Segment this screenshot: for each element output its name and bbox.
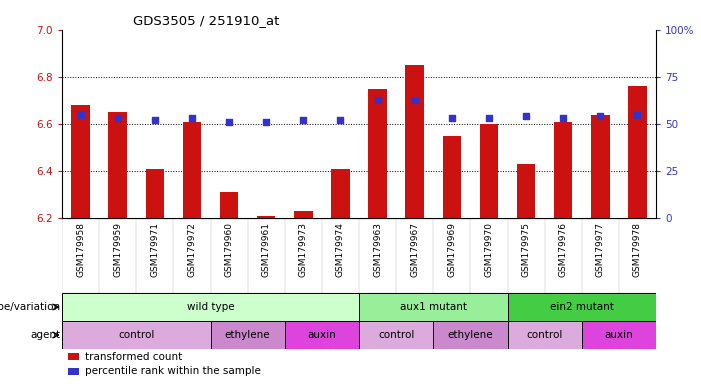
- Text: control: control: [118, 330, 154, 340]
- Bar: [405, 65, 424, 218]
- Text: GSM179963: GSM179963: [373, 222, 382, 277]
- Point: [112, 115, 123, 121]
- Bar: [62, 293, 359, 321]
- Bar: [285, 321, 359, 349]
- Point: [298, 117, 309, 123]
- Text: control: control: [378, 330, 414, 340]
- Text: GSM179969: GSM179969: [447, 222, 456, 277]
- Bar: [628, 86, 647, 218]
- Text: agent: agent: [30, 330, 60, 340]
- Text: percentile rank within the sample: percentile rank within the sample: [85, 366, 261, 376]
- Text: ethylene: ethylene: [447, 330, 494, 340]
- Bar: [146, 169, 164, 218]
- Text: GSM179977: GSM179977: [596, 222, 605, 277]
- Bar: [294, 211, 313, 218]
- Point: [557, 115, 569, 121]
- Bar: [591, 114, 610, 218]
- Point: [409, 96, 421, 103]
- Bar: [554, 122, 573, 218]
- Point: [632, 111, 643, 118]
- Text: aux1 mutant: aux1 mutant: [400, 302, 467, 312]
- Point: [224, 119, 235, 125]
- Bar: [433, 321, 508, 349]
- Text: auxin: auxin: [604, 330, 633, 340]
- Text: GSM179971: GSM179971: [150, 222, 159, 277]
- Bar: [68, 353, 79, 360]
- Text: ein2 mutant: ein2 mutant: [550, 302, 613, 312]
- Bar: [62, 321, 210, 349]
- Text: control: control: [526, 330, 563, 340]
- Bar: [508, 293, 656, 321]
- Text: GSM179970: GSM179970: [484, 222, 494, 277]
- Text: GSM179978: GSM179978: [633, 222, 642, 277]
- Text: GSM179974: GSM179974: [336, 222, 345, 276]
- Text: GDS3505 / 251910_at: GDS3505 / 251910_at: [133, 15, 280, 27]
- Text: GSM179975: GSM179975: [522, 222, 531, 277]
- Point: [335, 117, 346, 123]
- Point: [149, 117, 161, 123]
- Bar: [183, 122, 201, 218]
- Bar: [442, 136, 461, 218]
- Bar: [517, 164, 536, 218]
- Text: GSM179959: GSM179959: [113, 222, 122, 277]
- Point: [186, 115, 198, 121]
- Bar: [68, 367, 79, 375]
- Point: [261, 119, 272, 125]
- Text: auxin: auxin: [308, 330, 336, 340]
- Bar: [72, 105, 90, 218]
- Bar: [479, 124, 498, 218]
- Bar: [582, 321, 656, 349]
- Text: wild type: wild type: [186, 302, 234, 312]
- Text: GSM179958: GSM179958: [76, 222, 85, 277]
- Point: [447, 115, 458, 121]
- Point: [483, 115, 494, 121]
- Point: [594, 113, 606, 119]
- Bar: [210, 321, 285, 349]
- Text: GSM179976: GSM179976: [559, 222, 568, 277]
- Point: [372, 96, 383, 103]
- Bar: [220, 192, 238, 218]
- Text: GSM179973: GSM179973: [299, 222, 308, 277]
- Bar: [257, 216, 275, 218]
- Bar: [359, 321, 433, 349]
- Text: genotype/variation: genotype/variation: [0, 302, 60, 312]
- Text: GSM179961: GSM179961: [261, 222, 271, 277]
- Bar: [368, 89, 387, 218]
- Text: transformed count: transformed count: [85, 351, 182, 361]
- Bar: [359, 293, 508, 321]
- Bar: [331, 169, 350, 218]
- Text: GSM179960: GSM179960: [224, 222, 233, 277]
- Bar: [508, 321, 582, 349]
- Text: GSM179967: GSM179967: [410, 222, 419, 277]
- Point: [520, 113, 531, 119]
- Text: GSM179972: GSM179972: [187, 222, 196, 276]
- Bar: [109, 112, 127, 218]
- Point: [75, 111, 86, 118]
- Text: ethylene: ethylene: [225, 330, 271, 340]
